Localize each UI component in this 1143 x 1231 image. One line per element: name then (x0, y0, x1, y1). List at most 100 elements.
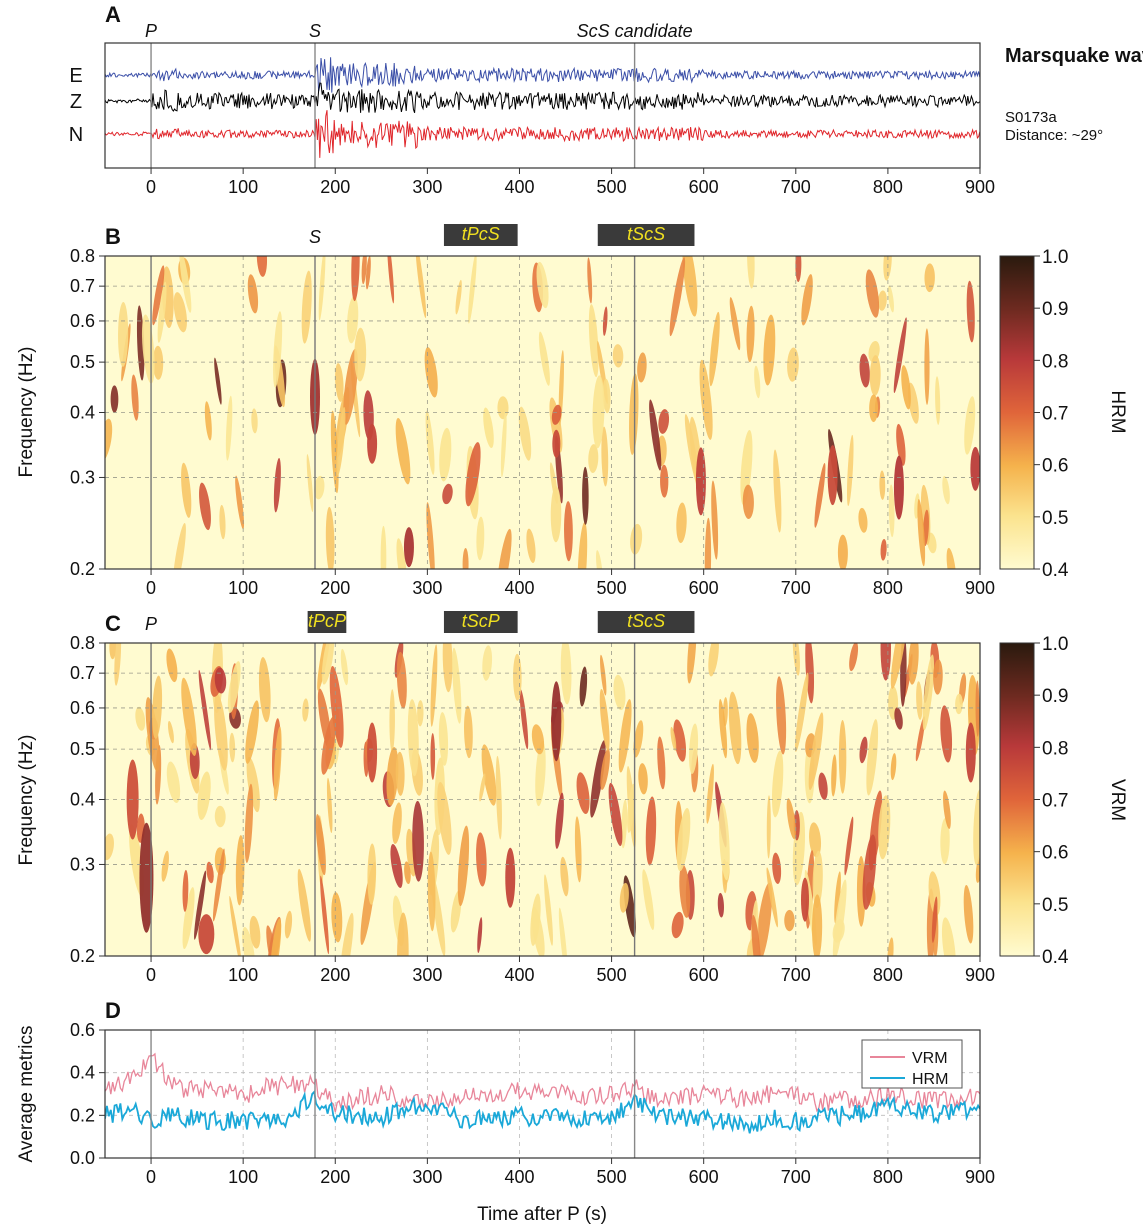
heatmap-cell (242, 926, 256, 956)
heatmap-cell (901, 365, 911, 410)
phase-markers: P (145, 614, 157, 634)
y-tick-label: 0.4 (70, 403, 95, 423)
heatmap-cell (235, 475, 245, 530)
heatmap-cell (940, 705, 953, 763)
x-ticks: 0 100 200 300 400 500 600 700 800 900 (146, 569, 995, 598)
heatmap-cell (657, 736, 666, 790)
heatmap-cell (975, 680, 980, 737)
heatmap-cell (476, 516, 485, 561)
heatmap-cell (167, 720, 174, 744)
heatmap-cell (424, 347, 438, 398)
heatmap-cell (438, 712, 449, 766)
heatmap-cell (637, 352, 647, 383)
channel-label: E (69, 65, 82, 87)
heatmap-cell (834, 871, 841, 924)
heatmap-cell (343, 349, 358, 425)
y-tick-label: 0.6 (70, 698, 95, 718)
heatmap-c-cells (105, 643, 980, 956)
legend-label: HRM (912, 1071, 948, 1088)
y-tick-label: 0.6 (70, 311, 95, 331)
heatmap-cell (846, 434, 854, 507)
heatmap-cell (660, 464, 669, 498)
heatmap-cell (893, 455, 904, 520)
heatmap-cell (728, 691, 742, 765)
heatmap-cell (862, 834, 877, 910)
heatmap-cell (558, 907, 568, 956)
heatmap-cell (214, 805, 226, 828)
channel-labels: EZN (69, 65, 83, 146)
heatmap-cell (924, 263, 935, 293)
heatmap-cell (172, 523, 186, 569)
heatmap-cell (600, 654, 607, 696)
heatmap-cell (425, 410, 435, 475)
x-tick-label: 800 (873, 1167, 903, 1187)
heatmap-cell (273, 311, 283, 388)
x-tick-label: 200 (320, 1167, 350, 1187)
heatmap-cell (340, 648, 349, 686)
heatmap-cell (335, 363, 344, 402)
heatmap-cell (166, 648, 178, 683)
phase-window-box (597, 224, 695, 246)
x-tick-label: 0 (146, 177, 156, 197)
x-tick-label: 400 (504, 1167, 534, 1187)
panel-d-frame (104, 1029, 981, 1159)
y-tick-label: 0.2 (70, 559, 95, 579)
heatmap-cell (212, 848, 225, 922)
heatmap-cell (437, 781, 452, 855)
x-tick-label: 700 (781, 1167, 811, 1187)
heatmap-cell (642, 869, 655, 930)
x-tick-label: 600 (689, 578, 719, 598)
heatmap-cell (531, 724, 545, 755)
heatmap-cell (718, 699, 728, 759)
heatmap-cell (890, 753, 897, 781)
phase-window-box (597, 611, 695, 633)
heatmap-cell (457, 825, 470, 907)
heatmap-cell (965, 722, 976, 783)
heatmap-cell (320, 875, 330, 955)
heatmap-cell (629, 373, 639, 455)
heatmap-cell (687, 643, 697, 684)
y-tick-label: 0.6 (70, 1020, 95, 1040)
heatmap-cell (273, 726, 282, 802)
heatmap-cell (179, 256, 192, 313)
heatmap-cell (560, 856, 569, 897)
heatmap-cell (152, 675, 163, 739)
heatmap-cell (801, 274, 813, 326)
heatmap-cell (483, 407, 494, 449)
heatmap-cell (439, 427, 452, 482)
heatmap-cell (602, 306, 608, 336)
heatmap-cell (574, 816, 582, 883)
heatmap-cell (462, 547, 469, 569)
colorbar-tick-label: 0.9 (1042, 299, 1068, 320)
heatmap-cell (386, 747, 399, 806)
heatmap-cell (756, 882, 773, 956)
panel-a-letter: A (105, 2, 121, 27)
heatmap-cell (214, 667, 227, 694)
heatmap-cell (671, 911, 684, 939)
heatmap-cell (351, 256, 360, 302)
heatmap-cell (964, 396, 976, 455)
heatmap-cell (890, 643, 908, 689)
phase-marker-label: ScS candidate (577, 21, 693, 41)
heatmap-cell (704, 517, 712, 569)
heatmap-cell (564, 501, 573, 562)
legend-label: VRM (912, 1050, 948, 1067)
heatmap-cell (896, 423, 906, 466)
heatmap-cell (214, 357, 222, 405)
heatmap-cell (314, 475, 325, 500)
heatmap-cell (893, 317, 907, 394)
x-tick-label: 200 (320, 965, 350, 985)
panel-a-frame (104, 42, 981, 169)
heatmap-cell (551, 681, 562, 762)
heatmap-cell (354, 327, 367, 382)
heatmap-cell (468, 256, 477, 324)
heatmap-cell (669, 257, 686, 337)
heatmap-cell (676, 807, 691, 872)
heatmap-cell (505, 847, 516, 908)
heatmap-cell (110, 385, 119, 413)
heatmap-cell (706, 763, 714, 824)
heatmap-cell (579, 666, 588, 707)
colorbar-c (999, 642, 1035, 957)
heatmap-cell (627, 783, 636, 833)
heatmap-cell (535, 741, 546, 807)
